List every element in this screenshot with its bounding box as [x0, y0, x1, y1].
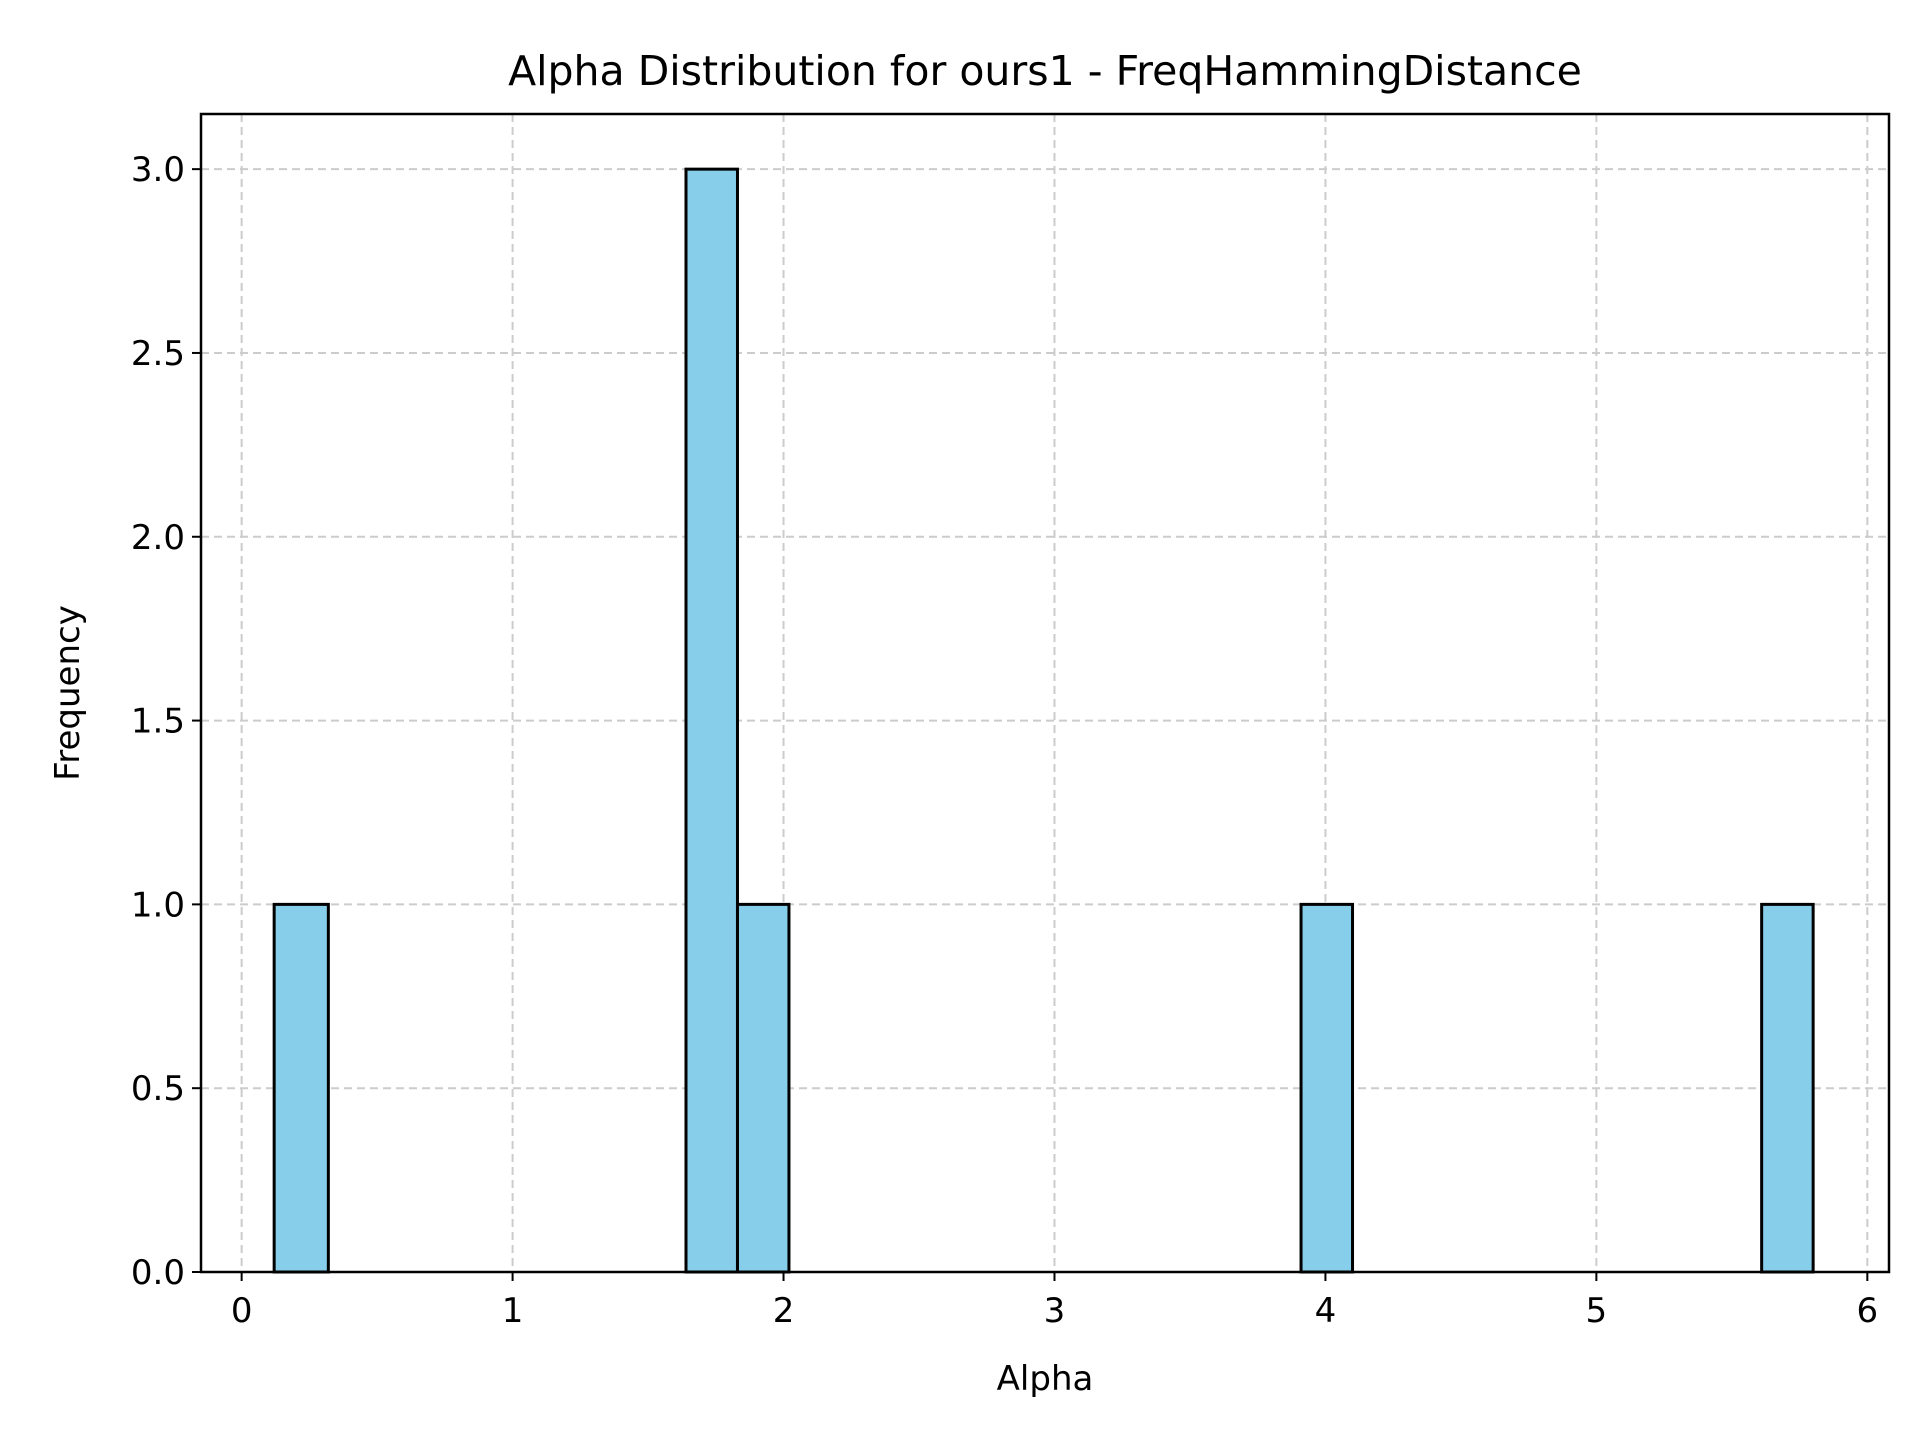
y-tick-label: 2.0: [131, 518, 185, 558]
x-tick-label: 4: [1315, 1291, 1337, 1331]
y-tick-label: 3.0: [131, 150, 185, 190]
x-tick-label: 5: [1586, 1291, 1608, 1331]
chart-title: Alpha Distribution for ours1 - FreqHammi…: [508, 47, 1582, 95]
histogram-bar: [1299, 902, 1355, 1274]
histogram-bar: [1760, 902, 1815, 1274]
y-tick-label: 1.0: [131, 885, 185, 925]
histogram-bar: [684, 167, 739, 1274]
histogram-bar: [272, 902, 330, 1274]
y-axis-label: Frequency: [48, 605, 88, 781]
histogram-bar: [735, 902, 791, 1274]
bars: [272, 167, 1815, 1274]
grid: [201, 114, 1889, 1273]
x-tick-label: 2: [773, 1291, 795, 1331]
axis-ticks: 0 1 2 3 4 5 6 0.0 0.5 1.0 1.5 2.0 2.5 3.0: [131, 150, 1878, 1331]
y-tick-label: 2.5: [131, 334, 185, 374]
x-axis-label: Alpha: [997, 1359, 1094, 1399]
x-tick-label: 0: [231, 1291, 253, 1331]
y-tick-label: 0.5: [131, 1069, 185, 1109]
x-tick-label: 3: [1044, 1291, 1066, 1331]
y-tick-label: 1.5: [131, 702, 185, 742]
y-tick-label: 0.0: [131, 1253, 185, 1293]
x-tick-label: 1: [502, 1291, 524, 1331]
x-tick-label: 6: [1857, 1291, 1879, 1331]
plot-frame: [199, 112, 1891, 1274]
